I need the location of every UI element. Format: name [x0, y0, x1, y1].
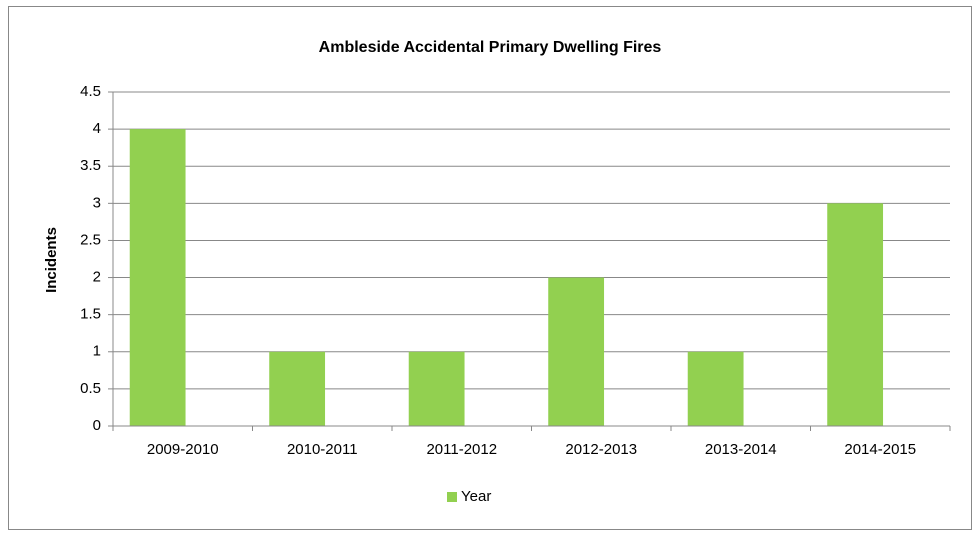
y-tick-label: 0.5	[80, 380, 101, 397]
x-tick-label: 2009-2010	[147, 441, 219, 458]
bar	[408, 351, 465, 426]
x-tick-label: 2011-2012	[426, 441, 497, 458]
y-tick-label: 0	[93, 417, 101, 434]
y-tick-label: 2	[93, 269, 101, 286]
y-tick-label: 4	[93, 120, 101, 137]
x-tick-label: 2010-2011	[287, 441, 358, 458]
y-tick-label: 3.5	[80, 157, 101, 174]
bar	[129, 129, 186, 426]
bar	[548, 277, 605, 426]
bar	[687, 351, 744, 426]
chart-title: Ambleside Accidental Primary Dwelling Fi…	[319, 39, 662, 56]
y-tick-label: 4.5	[80, 83, 101, 100]
y-axis-label: Incidents	[43, 227, 60, 293]
bar	[827, 203, 884, 426]
legend-swatch	[447, 492, 457, 502]
x-tick-label: 2013-2014	[705, 441, 777, 458]
y-tick-label: 3	[93, 194, 101, 211]
y-tick-label: 2.5	[80, 231, 101, 248]
y-tick-label: 1.5	[80, 306, 101, 323]
x-tick-label: 2012-2013	[565, 441, 637, 458]
y-tick-label: 1	[93, 343, 101, 360]
bar	[269, 351, 326, 426]
x-tick-label: 2014-2015	[844, 441, 916, 458]
legend-label: Year	[461, 488, 491, 505]
